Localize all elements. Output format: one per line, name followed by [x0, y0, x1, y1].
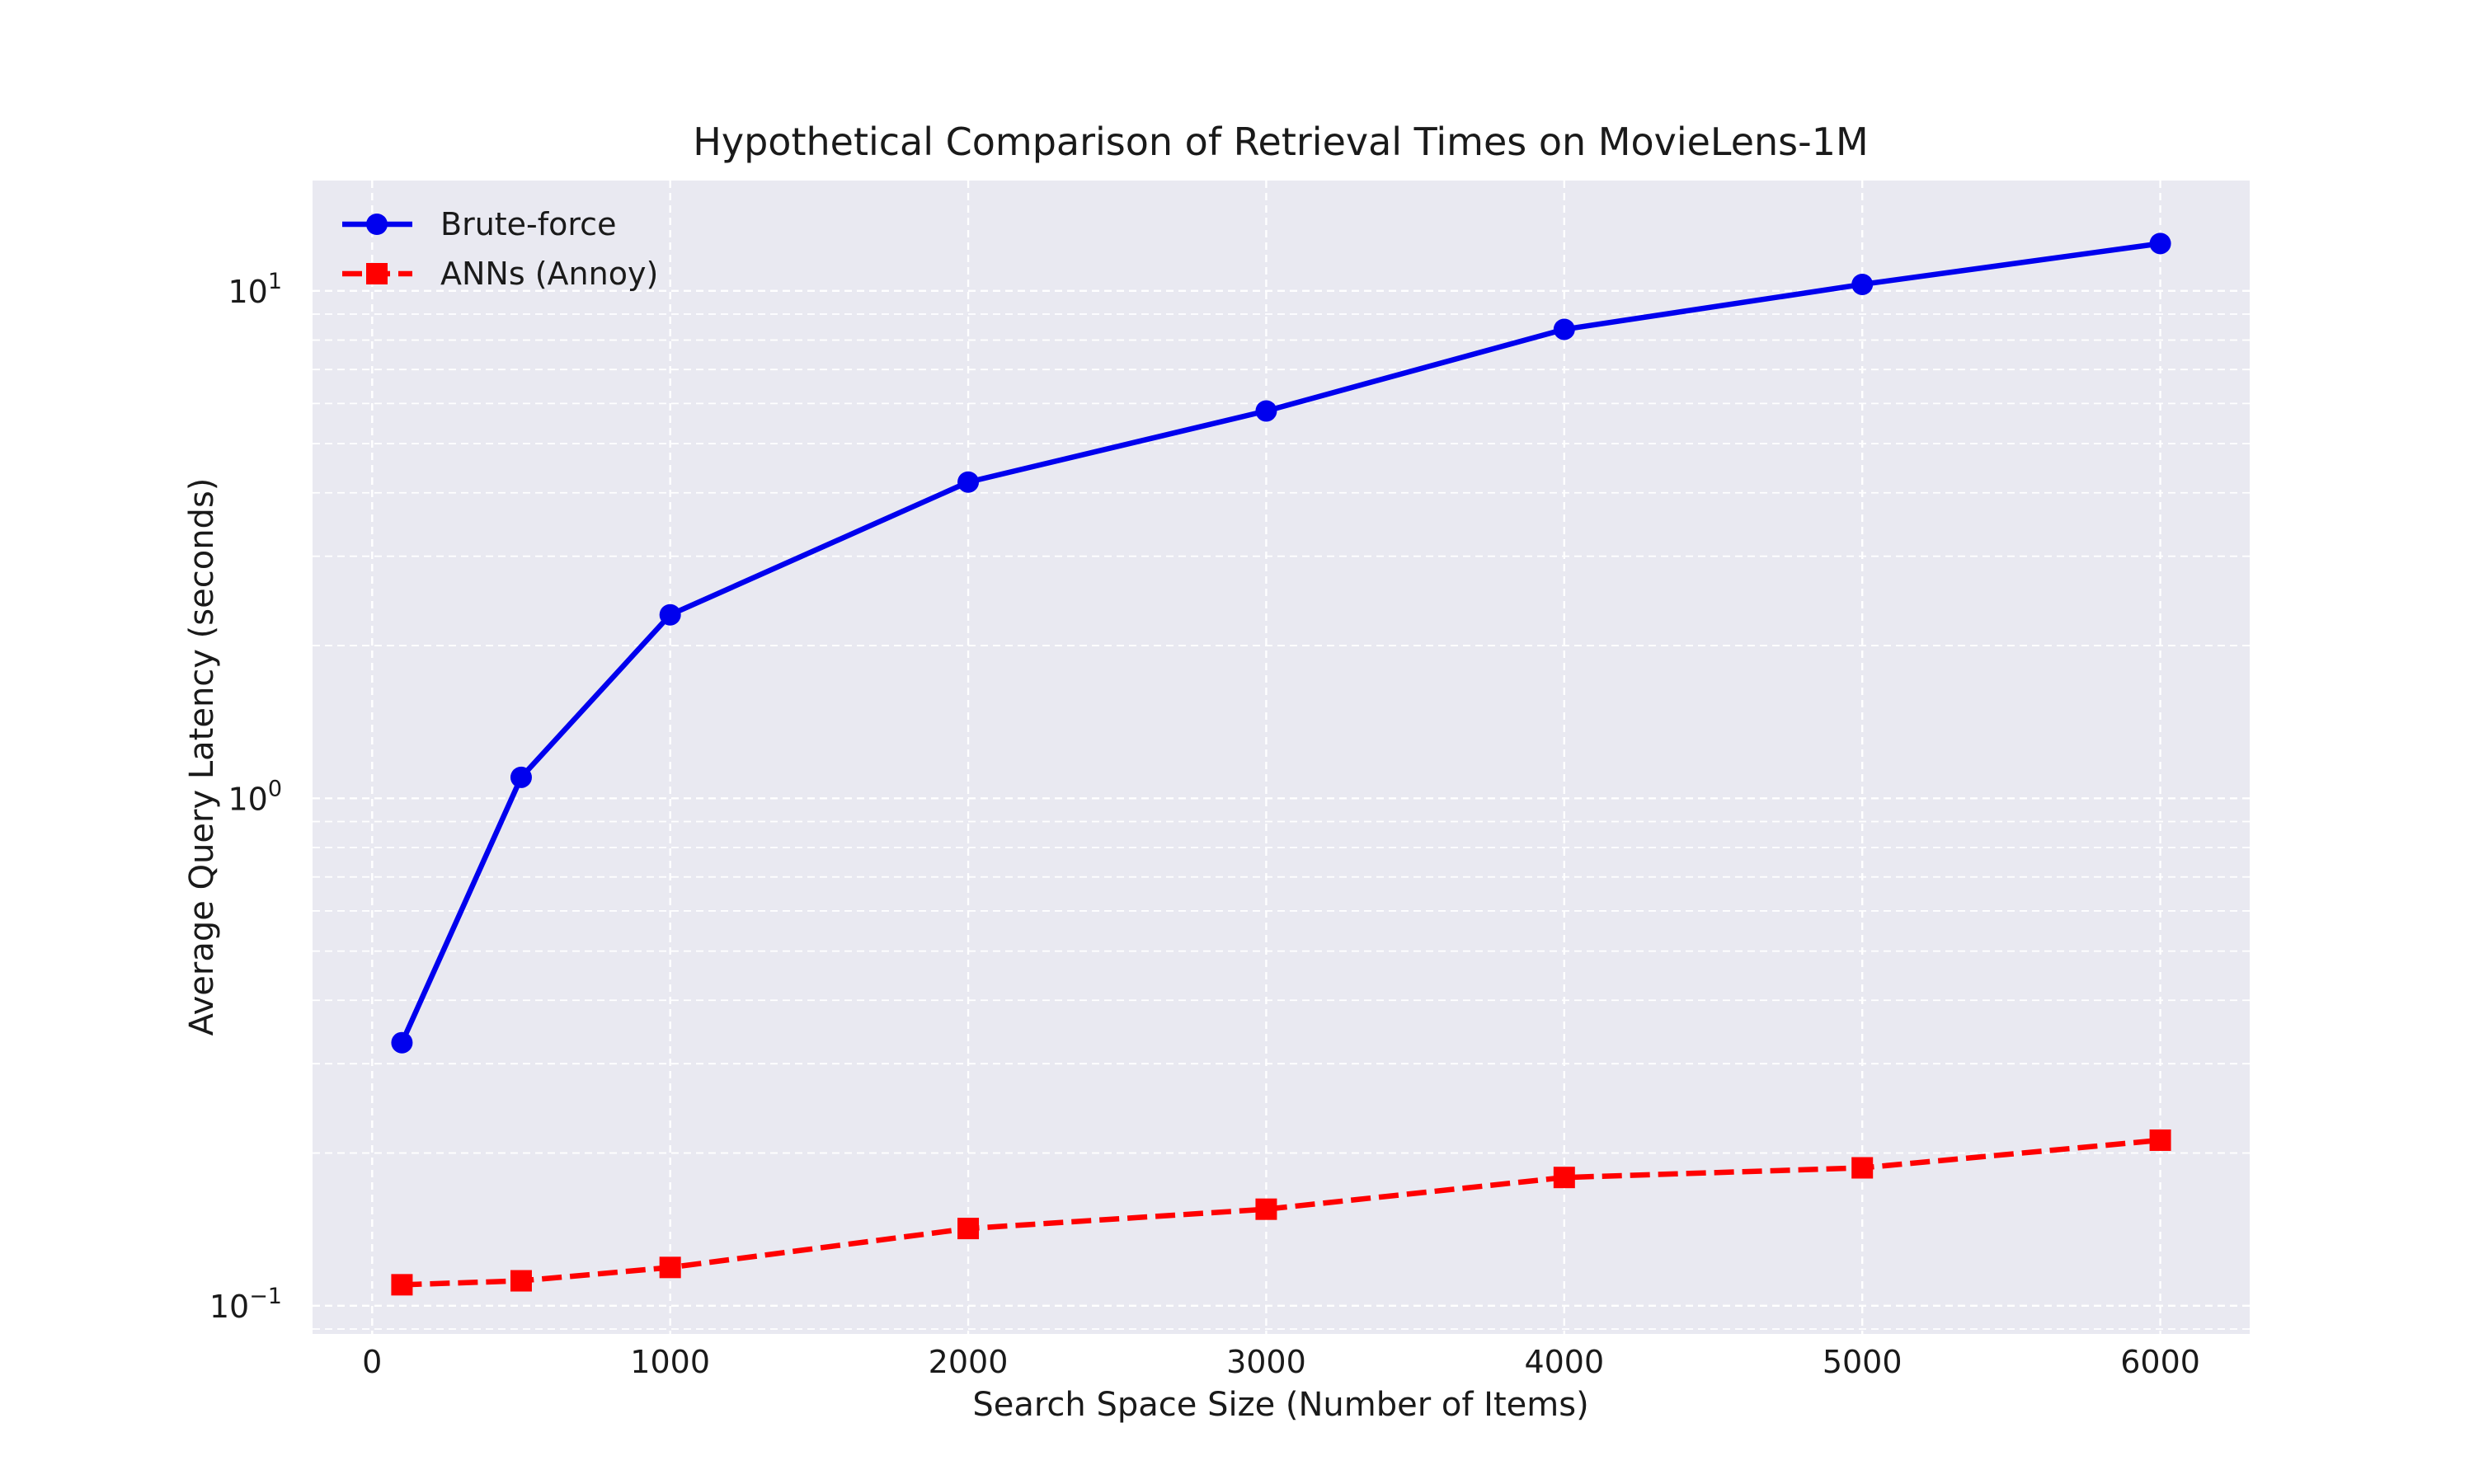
x-tick-label: 3000: [1226, 1344, 1306, 1380]
plot-area: [313, 181, 2250, 1334]
data-point-anns-annoy: [2149, 1129, 2171, 1151]
y-axis-ticks: 10−1 100 101: [209, 269, 282, 1325]
chart-title: Hypothetical Comparison of Retrieval Tim…: [693, 120, 1868, 164]
legend-marker-anns-annoy: [366, 263, 388, 284]
data-point-anns-annoy: [510, 1270, 532, 1292]
x-tick-label: 6000: [2120, 1344, 2200, 1380]
data-point-brute-force: [510, 766, 532, 788]
x-tick-label: 0: [362, 1344, 382, 1380]
data-point-brute-force: [1255, 400, 1277, 422]
x-axis-label: Search Space Size (Number of Items): [972, 1386, 1588, 1424]
y-tick-label: 101: [228, 269, 282, 310]
x-tick-label: 2000: [929, 1344, 1009, 1380]
y-tick-label: 10−1: [209, 1284, 282, 1325]
series-layer: [391, 232, 2171, 1296]
data-point-brute-force: [391, 1031, 413, 1054]
data-point-brute-force: [659, 603, 681, 626]
data-point-anns-annoy: [1851, 1157, 1874, 1179]
series-line-brute-force: [399, 241, 2161, 1045]
data-point-brute-force: [1553, 318, 1575, 340]
x-tick-label: 1000: [630, 1344, 710, 1380]
series-line-anns-annoy: [402, 1137, 2161, 1288]
data-point-anns-annoy: [957, 1218, 980, 1240]
data-point-brute-force: [2149, 232, 2171, 255]
y-axis-label: Average Query Latency (seconds): [183, 478, 221, 1036]
x-tick-label: 4000: [1524, 1344, 1604, 1380]
grid: [313, 181, 2250, 1334]
data-point-anns-annoy: [1553, 1167, 1575, 1189]
data-point-brute-force: [1851, 273, 1874, 295]
legend-label-brute-force: Brute-force: [440, 206, 616, 242]
data-point-brute-force: [957, 471, 980, 493]
legend: Brute-force ANNs (Annoy): [342, 206, 658, 292]
legend-label-anns-annoy: ANNs (Annoy): [440, 256, 658, 292]
x-tick-label: 5000: [1823, 1344, 1903, 1380]
x-axis-ticks: 0 1000 2000 3000 4000 5000 6000: [362, 1344, 2200, 1380]
y-tick-label: 100: [228, 776, 282, 817]
data-point-anns-annoy: [391, 1274, 413, 1296]
legend-marker-brute-force: [366, 214, 388, 235]
data-point-anns-annoy: [659, 1256, 681, 1279]
data-point-anns-annoy: [1255, 1198, 1277, 1220]
